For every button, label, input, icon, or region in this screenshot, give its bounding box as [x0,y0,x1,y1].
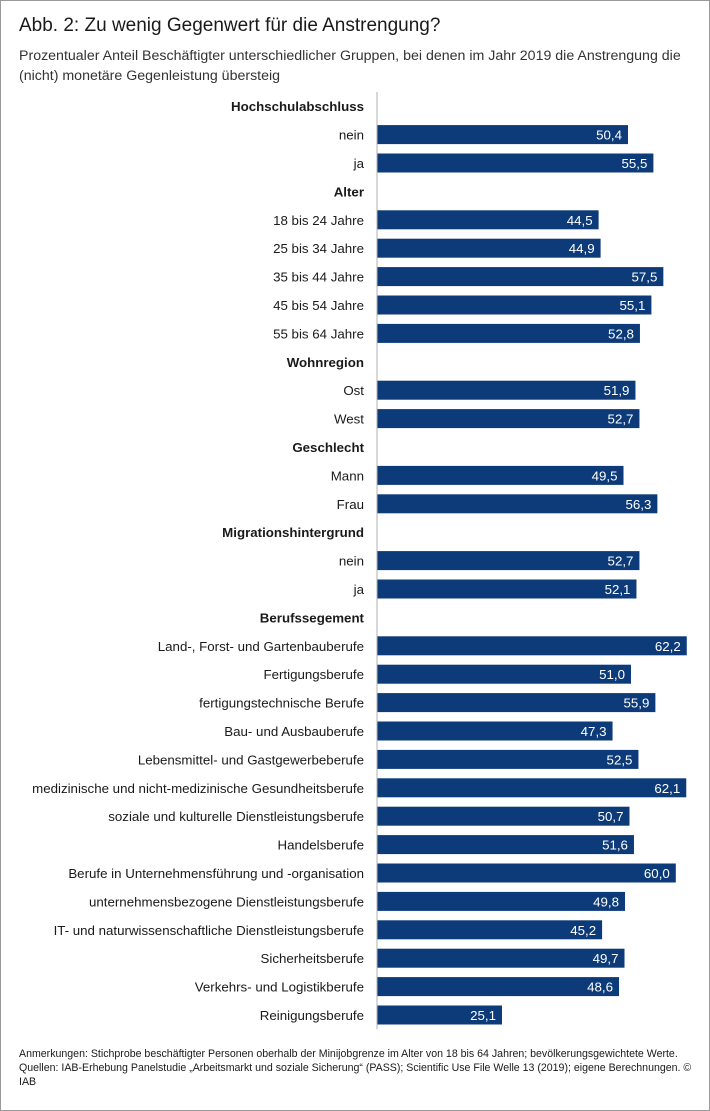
value-label: 49,8 [593,894,619,909]
category-label: Land-, Forst- und Gartenbauberufe [158,639,364,654]
category-label: Reinigungsberufe [260,1008,364,1023]
bar [377,465,624,485]
value-label: 57,5 [631,270,657,285]
value-label: 62,2 [655,639,681,654]
category-label: ja [353,156,365,171]
bar [377,551,640,571]
category-label: Mann [331,468,364,483]
chart-title: Abb. 2: Zu wenig Gegenwert für die Anstr… [19,15,441,36]
category-label: Lebensmittel- und Gastgewerbeberufe [138,752,364,767]
value-label: 51,9 [604,383,630,398]
value-label: 52,7 [608,412,634,427]
category-label: nein [339,128,364,143]
value-label: 51,0 [599,667,625,682]
bar [377,778,687,798]
category-label: medizinische und nicht-medizinische Gesu… [32,781,364,796]
bar [377,664,631,684]
group-header: Berufssegement [260,610,365,625]
category-label: Handelsberufe [278,838,365,853]
value-label: 49,7 [593,951,619,966]
bar [377,380,636,400]
value-label: 55,5 [621,156,647,171]
value-label: 55,1 [620,298,646,313]
value-label: 47,3 [581,724,607,739]
bar [377,977,620,997]
category-label: Frau [337,497,364,512]
bar [377,806,630,826]
value-label: 44,5 [567,213,593,228]
value-label: 52,8 [608,326,634,341]
category-label: nein [339,554,364,569]
category-label: Ost [343,383,364,398]
group-header: Hochschulabschluss [231,99,364,114]
bar [377,125,628,145]
bar [377,494,658,514]
bar [377,238,601,258]
category-label: soziale und kulturelle Dienstleistungsbe… [108,809,364,824]
chart-rows: Hochschulabschluss nein 50,4 ja 55,5 Alter 18 … [32,99,687,1025]
category-label: unternehmensbezogene Dienstleistungsberu… [89,894,364,909]
bar [377,579,637,599]
bar [377,863,676,883]
value-label: 50,7 [598,809,624,824]
category-label: 45 bis 54 Jahre [273,298,364,313]
group-header: Wohnregion [287,355,364,370]
bar [377,323,640,343]
bar [377,295,652,315]
value-label: 52,5 [607,752,633,767]
bar [377,267,664,287]
value-label: 62,1 [654,781,680,796]
bar [377,948,625,968]
bar [377,153,654,173]
chart-subtitle: Prozentualer Anteil Beschäftigter unters… [19,48,681,84]
category-label: Bau- und Ausbauberufe [224,724,364,739]
value-label: 52,7 [608,554,634,569]
chart-footnote: Anmerkungen: Stichprobe beschäftigter Pe… [19,1047,704,1089]
category-label: Berufe in Unternehmensführung und -organ… [68,866,364,881]
bar [377,835,634,855]
value-label: 50,4 [596,128,622,143]
footnote-remarks: Anmerkungen: Stichprobe beschäftigter Pe… [19,1048,678,1060]
category-label: fertigungstechnische Berufe [199,696,364,711]
group-header: Geschlecht [292,440,364,455]
value-label: 49,5 [592,468,618,483]
value-label: 44,9 [569,241,595,256]
bar [377,920,603,940]
bar [377,749,639,769]
bar [377,210,599,230]
bar [377,409,640,429]
value-label: 60,0 [644,866,670,881]
footnote-sources: Quellen: IAB-Erhebung Panelstudie „Arbei… [19,1062,692,1088]
value-label: 52,1 [605,582,631,597]
category-label: ja [353,582,365,597]
category-label: Fertigungsberufe [263,667,364,682]
value-label: 48,6 [587,980,613,995]
value-label: 25,1 [470,1008,496,1023]
category-label: West [334,412,364,427]
group-header: Migrationshintergrund [222,525,364,540]
category-label: 55 bis 64 Jahre [273,326,364,341]
bar [377,1005,502,1025]
value-label: 51,6 [602,838,628,853]
group-header: Alter [334,184,364,199]
category-label: 25 bis 34 Jahre [273,241,364,256]
bar [377,693,656,713]
bar [377,636,687,656]
category-label: Sicherheitsberufe [261,951,364,966]
value-label: 45,2 [570,923,596,938]
value-label: 56,3 [625,497,651,512]
bar [377,891,626,911]
category-label: 35 bis 44 Jahre [273,270,364,285]
value-label: 55,9 [623,696,649,711]
category-label: Verkehrs- und Logistikberufe [195,980,364,995]
category-label: IT- und naturwissenschaftliche Dienstlei… [54,923,364,938]
bar [377,721,613,741]
category-label: 18 bis 24 Jahre [273,213,364,228]
